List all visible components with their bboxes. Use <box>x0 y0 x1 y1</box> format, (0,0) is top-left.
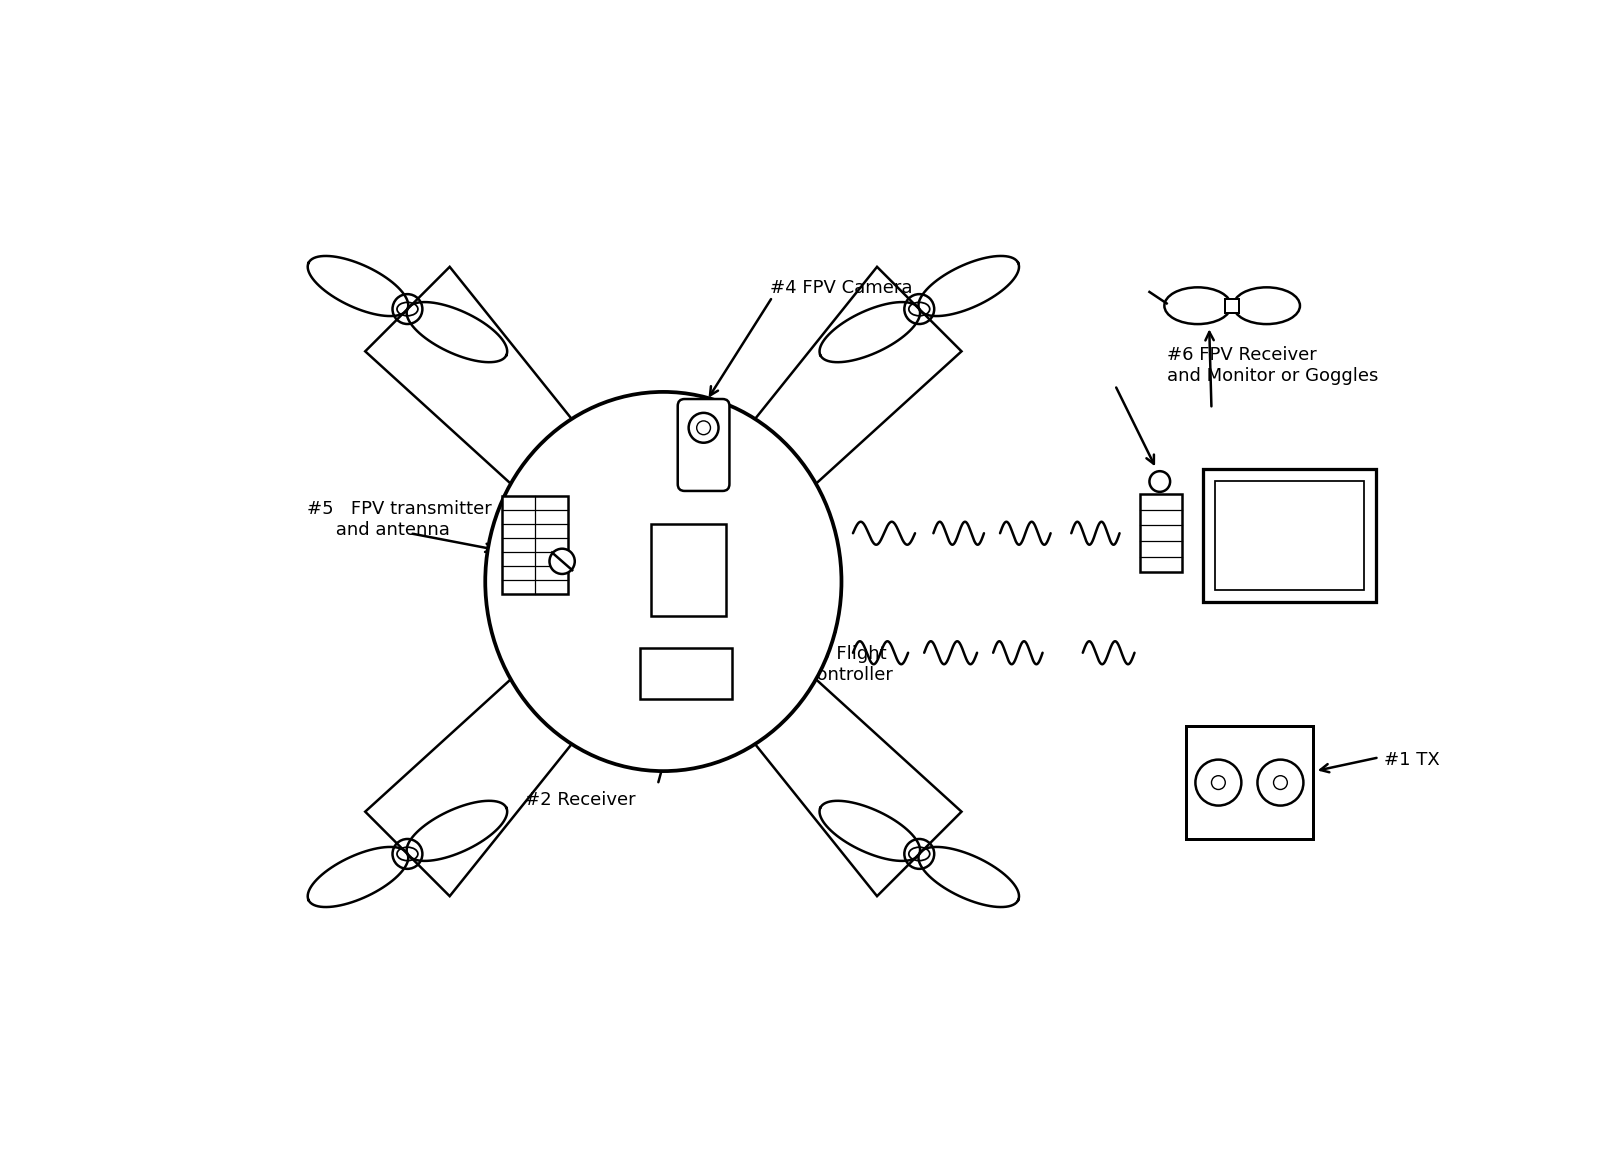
Bar <box>652 525 726 616</box>
Text: #4 FPV Camera: #4 FPV Camera <box>770 279 914 297</box>
Text: #2 Receiver: #2 Receiver <box>526 791 636 808</box>
Text: #6 FPV Receiver
and Monitor or Goggles: #6 FPV Receiver and Monitor or Goggles <box>1167 347 1378 385</box>
Bar <box>641 648 733 699</box>
Bar <box>1204 470 1375 601</box>
Circle shape <box>1149 471 1170 492</box>
Circle shape <box>549 549 575 575</box>
Circle shape <box>689 413 718 443</box>
FancyBboxPatch shape <box>678 399 730 491</box>
Text: #5   FPV transmitter
     and antenna: #5 FPV transmitter and antenna <box>307 500 492 538</box>
Bar <box>1186 726 1312 839</box>
Text: #3 Flight
Controller: #3 Flight Controller <box>804 644 893 684</box>
Circle shape <box>1257 759 1304 806</box>
Bar <box>1215 481 1364 590</box>
Circle shape <box>1196 759 1241 806</box>
Bar <box>1225 299 1240 313</box>
Ellipse shape <box>486 392 841 771</box>
Bar <box>1139 494 1181 572</box>
Text: #1 TX: #1 TX <box>1383 750 1440 769</box>
Bar <box>502 495 568 593</box>
